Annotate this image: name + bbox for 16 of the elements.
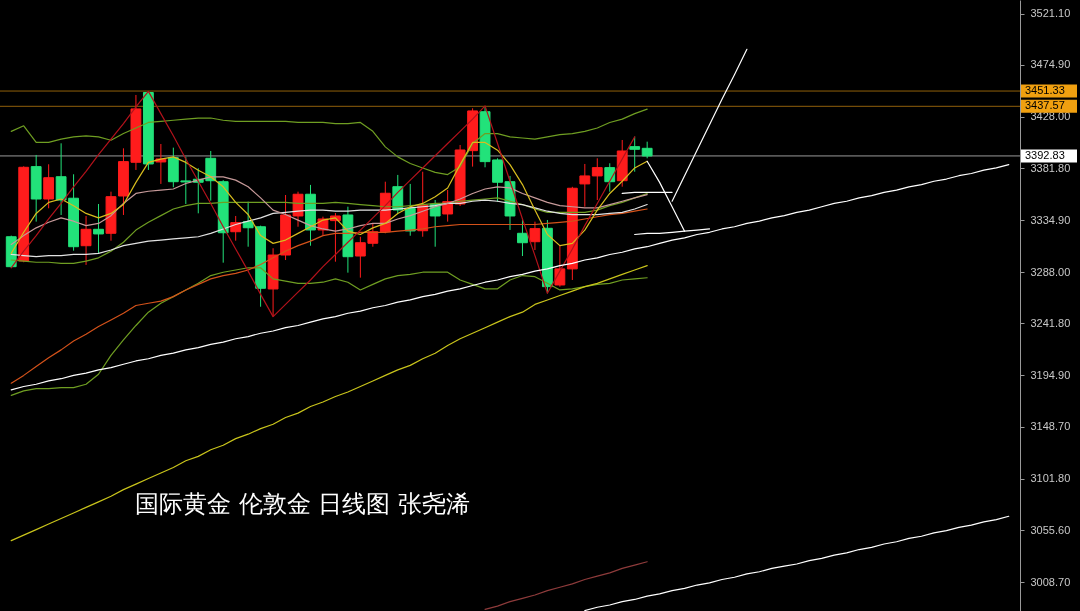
ref-line-label: 3437.57 xyxy=(1025,99,1065,112)
y-tick-label: 3055.60 xyxy=(1030,523,1071,536)
y-tick-label: 3474.90 xyxy=(1030,58,1071,71)
ref-line-label: 3451.33 xyxy=(1025,84,1065,97)
ref-line-label: 3392.83 xyxy=(1025,148,1065,161)
y-tick-label: 3101.80 xyxy=(1030,472,1071,485)
y-tick-label: 3288.00 xyxy=(1030,265,1071,278)
y-tick-label: 3334.90 xyxy=(1030,213,1071,226)
y-tick-label: 3194.90 xyxy=(1030,369,1071,381)
y-tick-label: 3381.80 xyxy=(1030,161,1071,174)
y-tick-label: 3521.10 xyxy=(1030,7,1071,20)
y-tick-label: 3148.70 xyxy=(1030,420,1071,433)
text: 国际黄金 伦敦金 日线图 张尧浠 xyxy=(135,490,470,518)
y-tick-label: 3428.00 xyxy=(1030,110,1071,123)
y-tick-label: 3241.80 xyxy=(1030,316,1071,329)
y-tick-label: 3008.70 xyxy=(1030,575,1071,588)
